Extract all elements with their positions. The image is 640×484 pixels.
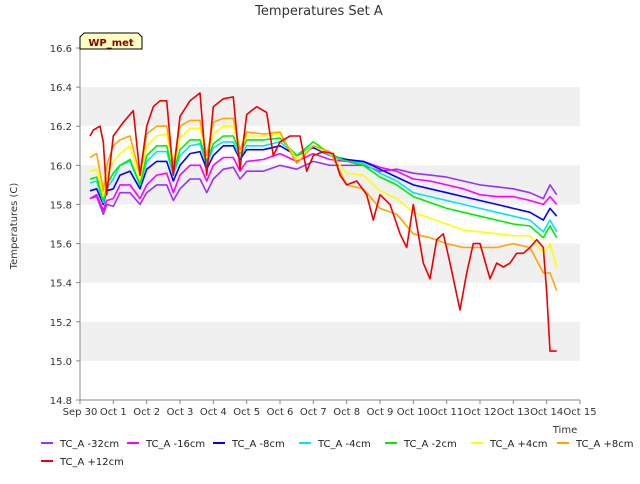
- y-tick-label: 15.8: [50, 200, 72, 211]
- legend-item: TC_A -4cm: [299, 439, 371, 450]
- wp-met-badge: WP_met: [79, 32, 143, 50]
- x-axis-label: Time: [552, 425, 577, 436]
- x-tick-label: Oct 8: [333, 407, 360, 418]
- series-line-5: [89, 125, 558, 268]
- badge-label: WP_met: [88, 38, 134, 49]
- y-axis-label: Temperatures (C): [9, 183, 20, 271]
- legend-label: TC_A +8cm: [575, 439, 634, 450]
- x-tick-label: Oct 2: [133, 407, 160, 418]
- series-layer: [89, 92, 558, 352]
- grid-band: [80, 165, 580, 205]
- y-tick-label: 15.2: [50, 318, 72, 329]
- y-tick-label: 15.0: [50, 357, 72, 368]
- legend-item: TC_A -8cm: [213, 439, 285, 450]
- series-line-1: [89, 152, 558, 212]
- x-tick-label: Oct 13: [497, 407, 530, 418]
- grid-band: [80, 321, 580, 361]
- legend-label: TC_A -32cm: [59, 439, 119, 450]
- series-line-4: [89, 135, 558, 239]
- series-line-2: [89, 145, 558, 221]
- grid-band: [80, 243, 580, 283]
- x-tick-label: Sep 30: [63, 407, 98, 418]
- x-tick-label: Oct 11: [430, 407, 463, 418]
- x-tick-label: Oct 5: [233, 407, 260, 418]
- x-tick-label: Oct 1: [100, 407, 127, 418]
- y-tick-label: 15.4: [50, 279, 72, 290]
- legend-label: TC_A -4cm: [317, 439, 371, 450]
- x-tick-label: Oct 4: [200, 407, 227, 418]
- grid-band: [80, 87, 580, 127]
- legend-item: TC_A -2cm: [385, 439, 457, 450]
- x-tick-label: Oct 12: [463, 407, 496, 418]
- x-tick-label: Oct 15: [563, 407, 596, 418]
- legend-label: TC_A +12cm: [59, 457, 124, 468]
- grid-bands: [80, 48, 580, 400]
- y-tick-label: 16.4: [50, 83, 72, 94]
- legend-label: TC_A -16cm: [145, 439, 205, 450]
- y-tick-label: 16.2: [50, 122, 72, 133]
- legend-label: TC_A +4cm: [489, 439, 548, 450]
- legend-label: TC_A -2cm: [403, 439, 457, 450]
- x-tick-label: Oct 9: [367, 407, 394, 418]
- chart-title: Temperatures Set A: [254, 4, 383, 19]
- x-tick-label: Oct 3: [167, 407, 194, 418]
- legend-item: TC_A -16cm: [127, 439, 205, 450]
- x-tick-label: Oct 14: [530, 407, 563, 418]
- y-tick-label: 15.6: [50, 240, 72, 251]
- legend-item: TC_A +4cm: [471, 439, 548, 450]
- series-line-0: [89, 160, 558, 215]
- y-tick-label: 14.8: [50, 396, 72, 407]
- legend-item: TC_A +8cm: [557, 439, 634, 450]
- legend: TC_A -32cm TC_A -16cm TC_A -8cm TC_A -4cm TC…: [41, 439, 634, 468]
- y-tick-label: 16.0: [50, 161, 72, 172]
- axes: 14.8 15.0 15.2 15.4 15.6 15.8 16.0 16.2 16.4 16.6…: [50, 44, 597, 418]
- x-tick-label: Oct 10: [397, 407, 430, 418]
- series-line-7: [89, 92, 557, 352]
- legend-label: TC_A -8cm: [231, 439, 285, 450]
- x-tick-label: Oct 7: [300, 407, 327, 418]
- legend-item: TC_A -32cm: [41, 439, 119, 450]
- x-tick-label: Oct 6: [267, 407, 294, 418]
- legend-item: TC_A +12cm: [41, 457, 124, 468]
- y-tick-label: 16.6: [50, 44, 72, 55]
- series-line-6: [89, 117, 558, 291]
